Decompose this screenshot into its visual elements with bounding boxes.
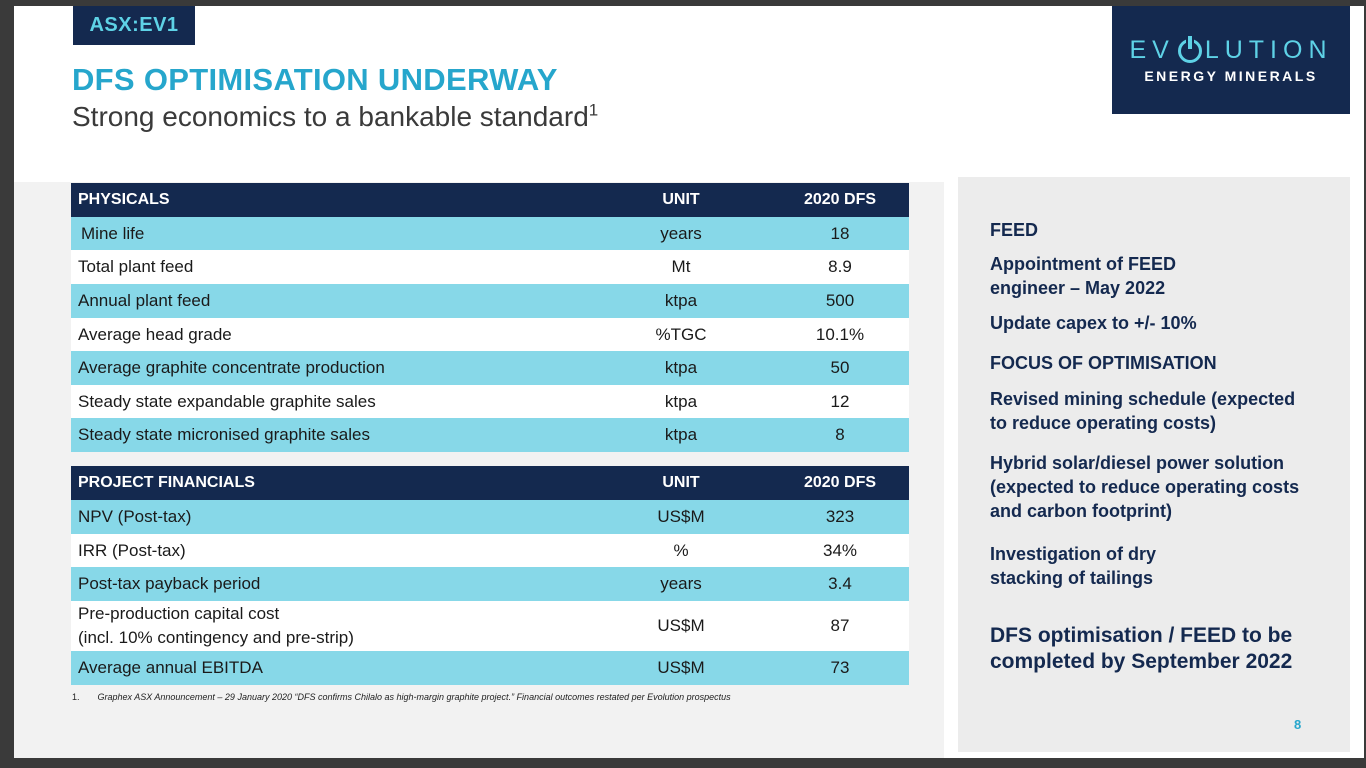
feed-item-appointment: Appointment of FEED engineer – May 2022 [990, 252, 1176, 300]
focus-item-line: and carbon footprint) [990, 501, 1172, 521]
row-unit: %TGC [591, 318, 771, 351]
focus-item-mining: Revised mining schedule (expected to red… [990, 387, 1295, 435]
focus-item-line: Investigation of dry [990, 544, 1157, 564]
row-label: Total plant feed [71, 250, 591, 284]
row-label: Average annual EBITDA [71, 651, 591, 685]
row-label: IRR (Post-tax) [71, 534, 591, 567]
row-unit: % [591, 534, 771, 567]
row-unit: US$M [591, 651, 771, 685]
feed-panel: FEED Appointment of FEED engineer – May … [958, 177, 1350, 752]
row-value: 12 [771, 385, 909, 418]
focus-item-line: (expected to reduce operating costs [990, 477, 1300, 497]
row-label: Average graphite concentrate production [71, 351, 591, 385]
row-value: 34% [771, 534, 909, 567]
table-header-row: PHYSICALS UNIT 2020 DFS [71, 183, 909, 217]
row-unit: years [591, 567, 771, 601]
row-unit: ktpa [591, 418, 771, 452]
header-dfs: 2020 DFS [771, 466, 909, 500]
header-project-financials: PROJECT FINANCIALS [71, 466, 591, 500]
feed-item-capex: Update capex to +/- 10% [990, 313, 1197, 333]
row-value: 8 [771, 418, 909, 452]
slide: ASX:EV1 DFS OPTIMISATION UNDERWAY Strong… [14, 6, 1364, 758]
focus-item-line: Revised mining schedule (expected [990, 389, 1296, 409]
table-row: Total plant feed Mt 8.9 [71, 250, 909, 284]
focus-item-line: Hybrid solar/diesel power solution [990, 453, 1285, 473]
header-dfs: 2020 DFS [771, 183, 909, 217]
row-value: 10.1% [771, 318, 909, 351]
table-header-row: PROJECT FINANCIALS UNIT 2020 DFS [71, 466, 909, 500]
row-label-multiline: Pre-production capital cost (incl. 10% c… [71, 601, 591, 651]
feed-heading: FEED [990, 220, 1039, 240]
table-row: Steady state expandable graphite sales k… [71, 385, 909, 418]
financials-table: PROJECT FINANCIALS UNIT 2020 DFS NPV (Po… [71, 466, 909, 685]
table-row: Average graphite concentrate production … [71, 351, 909, 385]
logo-tagline: ENERGY MINERALS [1144, 68, 1318, 84]
row-label: NPV (Post-tax) [71, 500, 591, 534]
logo-text-end: LUTION [1204, 36, 1333, 64]
row-unit: ktpa [591, 351, 771, 385]
header-unit: UNIT [591, 466, 771, 500]
row-value: 3.4 [771, 567, 909, 601]
page-title: DFS OPTIMISATION UNDERWAY [72, 62, 558, 97]
completion-line: completed by September 2022 [990, 650, 1293, 673]
physicals-table: PHYSICALS UNIT 2020 DFS Mine life years … [71, 183, 909, 452]
row-label: Mine life [71, 217, 591, 250]
row-unit: years [591, 217, 771, 250]
page-number: 8 [1294, 717, 1302, 732]
table-row: Average head grade %TGC 10.1% [71, 318, 909, 351]
row-value: 73 [771, 651, 909, 685]
row-value: 323 [771, 500, 909, 534]
row-unit: US$M [591, 601, 771, 651]
power-icon [1177, 35, 1202, 63]
completion-line: DFS optimisation / FEED to be [990, 624, 1293, 647]
logo-text-start: EV [1129, 36, 1175, 64]
row-label-note: (incl. 10% contingency and pre-strip) [78, 628, 354, 647]
ticker-badge: ASX:EV1 [73, 6, 195, 45]
focus-heading: FOCUS OF OPTIMISATION [990, 353, 1217, 373]
company-logo: EV LUTION ENERGY MINERALS [1112, 6, 1350, 114]
row-value: 8.9 [771, 250, 909, 284]
table-row: Steady state micronised graphite sales k… [71, 418, 909, 452]
row-label: Average head grade [71, 318, 591, 351]
page-subtitle: Strong economics to a bankable standard1 [72, 101, 598, 133]
row-unit: ktpa [591, 385, 771, 418]
subtitle-footnote-ref: 1 [588, 100, 599, 120]
row-label: Annual plant feed [71, 284, 591, 318]
row-label: Steady state micronised graphite sales [71, 418, 591, 452]
completion-statement: DFS optimisation / FEED to be completed … [990, 623, 1292, 675]
row-value: 87 [771, 601, 909, 651]
header-physicals: PHYSICALS [71, 183, 591, 217]
row-label: Pre-production capital cost [78, 604, 280, 623]
table-row: Post-tax payback period years 3.4 [71, 567, 909, 601]
table-row: NPV (Post-tax) US$M 323 [71, 500, 909, 534]
row-label: Steady state expandable graphite sales [71, 385, 591, 418]
header-unit: UNIT [591, 183, 771, 217]
footnote-number: 1. [72, 692, 80, 702]
footnote-text: Graphex ASX Announcement – 29 January 20… [97, 692, 731, 702]
focus-item-tailings: Investigation of dry stacking of tailing… [990, 542, 1156, 590]
table-row: Annual plant feed ktpa 500 [71, 284, 909, 318]
row-unit: ktpa [591, 284, 771, 318]
focus-item-line: to reduce operating costs) [990, 413, 1217, 433]
row-label: Post-tax payback period [71, 567, 591, 601]
focus-item-power: Hybrid solar/diesel power solution (expe… [990, 451, 1299, 523]
table-row: Pre-production capital cost (incl. 10% c… [71, 601, 909, 651]
row-value: 500 [771, 284, 909, 318]
feed-item-line: engineer – May 2022 [990, 278, 1166, 298]
row-value: 50 [771, 351, 909, 385]
row-unit: Mt [591, 250, 771, 284]
table-row: Average annual EBITDA US$M 73 [71, 651, 909, 685]
feed-item-line: Appointment of FEED [990, 254, 1176, 274]
table-row: IRR (Post-tax) % 34% [71, 534, 909, 567]
table-row: Mine life years 18 [71, 217, 909, 250]
focus-item-line: stacking of tailings [990, 568, 1154, 588]
subtitle-text: Strong economics to a bankable standard [72, 101, 589, 132]
logo-wordmark: EV LUTION [1129, 35, 1333, 65]
row-unit: US$M [591, 500, 771, 534]
footnote: 1. Graphex ASX Announcement – 29 January … [72, 692, 731, 702]
row-value: 18 [771, 217, 909, 250]
